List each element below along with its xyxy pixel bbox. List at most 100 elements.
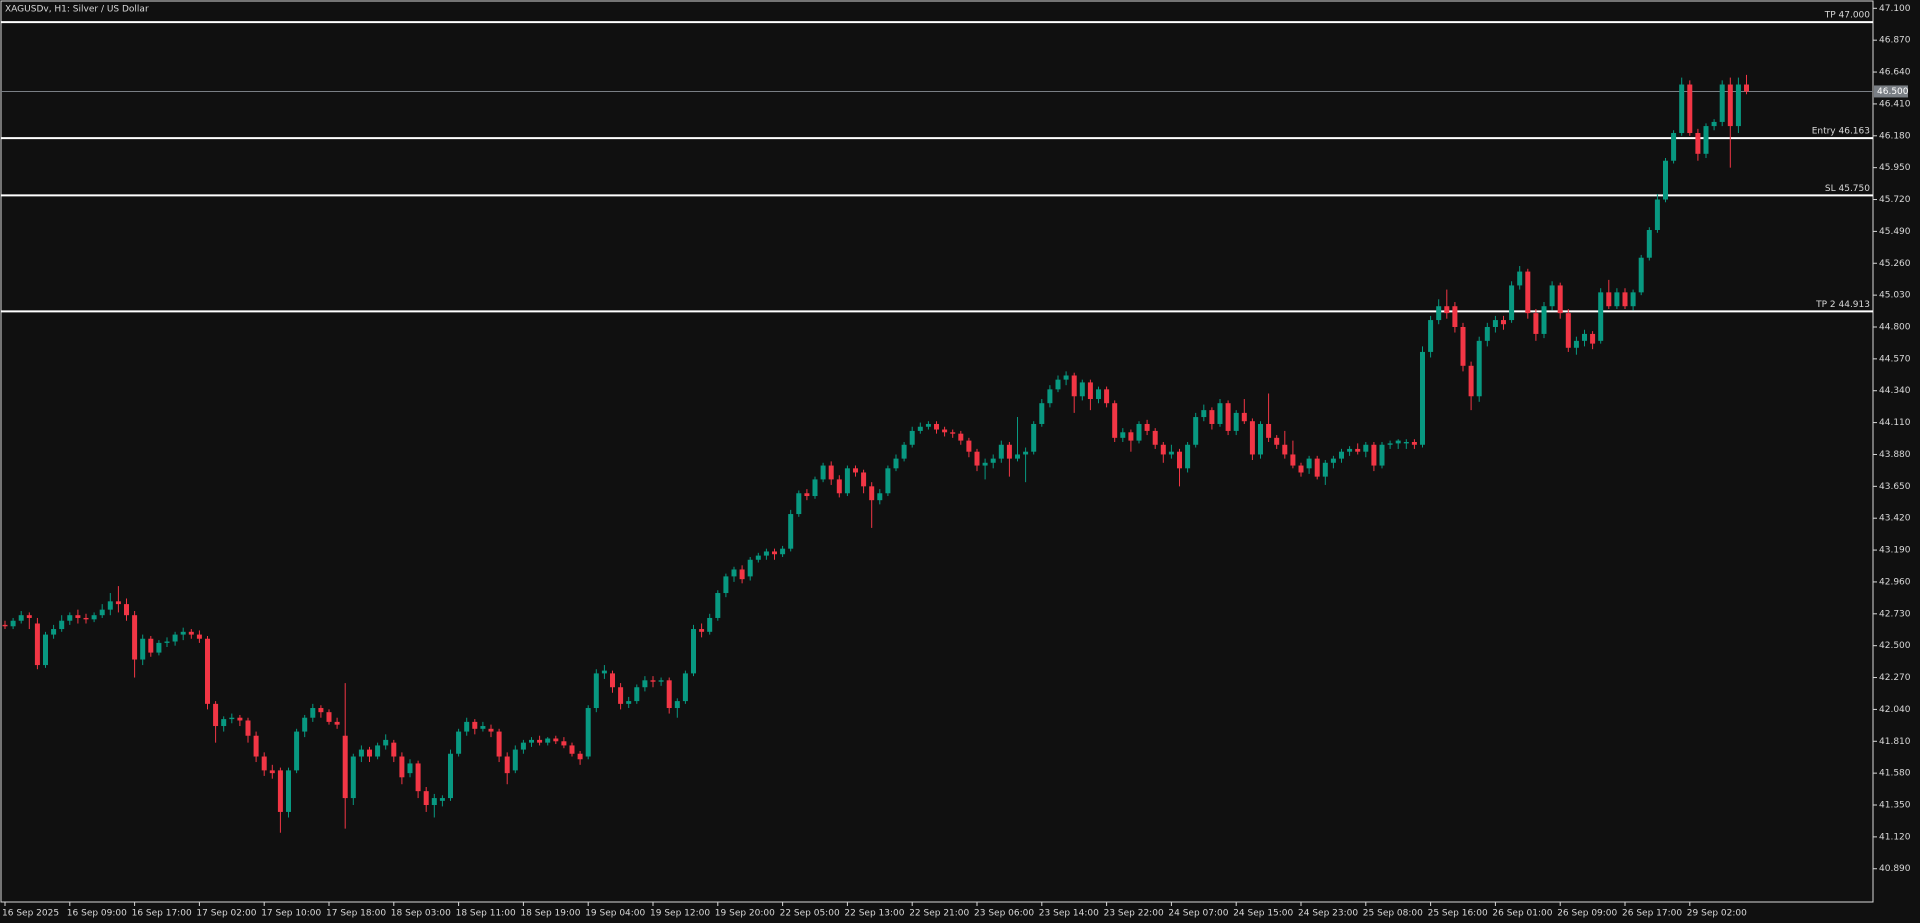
candle-body	[828, 465, 834, 480]
candle-body	[1557, 285, 1563, 314]
candle-body	[1160, 444, 1166, 455]
level-label: SL 45.750	[1825, 184, 1870, 194]
candle-body	[642, 680, 648, 688]
candle-body	[998, 444, 1004, 459]
candle-body	[658, 680, 664, 682]
candle-body	[950, 432, 956, 434]
candle-body	[763, 551, 769, 556]
y-tick-label: 43.880	[1879, 450, 1911, 460]
x-tick-label: 19 Sep 12:00	[650, 909, 710, 919]
candle-body	[780, 548, 786, 555]
candle-body	[91, 615, 97, 620]
candle-body	[391, 742, 397, 757]
candle-body	[861, 472, 867, 487]
candle-body	[1006, 444, 1012, 459]
chart-title: XAGUSDv, H1: Silver / US Dollar	[5, 5, 149, 15]
candle-body	[820, 465, 826, 480]
candle-body	[318, 708, 324, 713]
candle-body	[982, 462, 988, 466]
candle-body	[1582, 333, 1587, 341]
x-tick-label: 22 Sep 05:00	[780, 909, 840, 919]
candle-body	[456, 731, 462, 754]
candle-body	[132, 615, 138, 660]
candle-body	[1339, 451, 1344, 459]
candle-body	[107, 601, 113, 610]
candle-body	[561, 741, 567, 746]
candle-body	[974, 451, 980, 466]
candle-body	[585, 708, 591, 757]
candle-body	[472, 721, 478, 729]
y-tick-label: 41.350	[1879, 801, 1911, 811]
candle-body	[1258, 423, 1263, 455]
candle-body	[804, 493, 810, 497]
candle-body	[529, 739, 534, 743]
x-tick-label: 18 Sep 19:00	[520, 909, 580, 919]
y-tick-label: 47.100	[1879, 4, 1911, 14]
candle-body	[1104, 389, 1110, 404]
candle-body	[18, 615, 24, 621]
y-tick-label: 45.030	[1879, 291, 1911, 301]
y-tick-label: 42.040	[1879, 705, 1911, 715]
candle-body	[1079, 382, 1085, 397]
y-tick-label: 44.570	[1879, 354, 1911, 364]
x-tick-label: 25 Sep 08:00	[1363, 909, 1423, 919]
candle-body	[747, 559, 753, 577]
candle-body	[1468, 365, 1474, 397]
candle-body	[1436, 306, 1442, 321]
candle-body	[1039, 403, 1045, 424]
candle-body	[1152, 430, 1158, 445]
y-tick-label: 43.650	[1879, 482, 1911, 492]
candle-body	[1128, 432, 1134, 441]
candle-body	[1703, 126, 1709, 154]
candle-body	[1314, 458, 1320, 477]
y-tick-label: 46.870	[1879, 36, 1911, 46]
candle-body	[334, 721, 340, 725]
candle-body	[553, 738, 559, 742]
candle-body	[723, 576, 729, 594]
candle-body	[1306, 458, 1312, 469]
y-tick-label: 42.500	[1879, 641, 1911, 651]
candle-body	[1646, 230, 1652, 258]
y-tick-label: 42.270	[1879, 673, 1911, 683]
x-tick-label: 29 Sep 02:00	[1687, 909, 1747, 919]
candle-body	[1193, 417, 1199, 445]
candle-body	[326, 712, 332, 722]
y-tick-label: 40.890	[1879, 864, 1911, 874]
candle-body	[1622, 292, 1628, 307]
x-tick-label: 24 Sep 07:00	[1168, 909, 1228, 919]
candle-body	[1347, 448, 1353, 452]
x-tick-label: 23 Sep 06:00	[974, 909, 1034, 919]
candle-body	[180, 631, 186, 635]
candle-body	[772, 551, 777, 555]
candle-body	[966, 440, 972, 452]
candle-body	[917, 426, 923, 431]
candle-body	[942, 429, 948, 433]
level-label: Entry 46.163	[1812, 127, 1870, 137]
candle-body	[140, 638, 146, 660]
candle-body	[43, 634, 48, 666]
x-tick-label: 22 Sep 13:00	[844, 909, 904, 919]
candle-body	[188, 631, 194, 635]
candle-body	[796, 493, 802, 515]
candle-body	[909, 430, 915, 445]
candle-body	[504, 756, 510, 774]
level-label: TP 47.000	[1824, 11, 1871, 21]
candle-body	[1687, 84, 1693, 134]
candle-body	[739, 569, 745, 580]
candle-body	[1719, 84, 1725, 122]
candle-body	[1598, 292, 1604, 341]
candle-body	[1727, 84, 1733, 127]
candle-body	[715, 593, 721, 618]
candle-body	[1266, 423, 1272, 438]
candle-body	[1517, 271, 1523, 286]
x-tick-label: 25 Sep 16:00	[1428, 909, 1488, 919]
candle-body	[836, 479, 842, 494]
candle-body	[26, 615, 32, 618]
candle-body	[1606, 292, 1612, 307]
candle-body	[431, 798, 437, 806]
candle-body	[383, 739, 389, 746]
candle-body	[634, 687, 640, 702]
candle-body	[496, 731, 502, 757]
candle-body	[399, 756, 405, 778]
